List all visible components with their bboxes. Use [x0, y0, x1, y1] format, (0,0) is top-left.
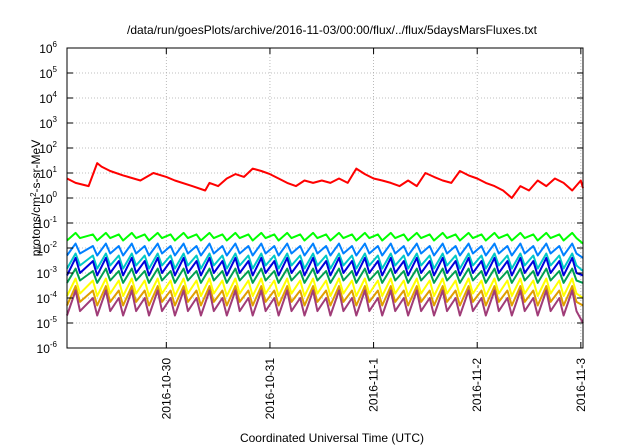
y-tick-exponent: 4	[53, 90, 58, 99]
series-line	[66, 256, 584, 277]
y-tick-base: 10	[37, 242, 51, 256]
y-tick-base: 10	[39, 142, 53, 156]
y-tick-base: 10	[37, 317, 51, 331]
y-tick-label: 104	[39, 90, 57, 106]
y-tick-exponent: -6	[50, 340, 58, 349]
y-tick-base: 10	[37, 292, 51, 306]
y-tick-base: 10	[39, 42, 53, 56]
series-line	[66, 231, 584, 245]
y-tick-exponent: 1	[53, 165, 58, 174]
y-tick-exponent: 2	[53, 140, 58, 149]
x-tick-label: 2016-11-1	[367, 358, 381, 412]
y-tick-base: 10	[37, 342, 51, 356]
y-tick-exponent: 6	[53, 40, 58, 49]
y-tick-label: 10-2	[37, 240, 58, 256]
x-tick-label: 2016-10-31	[263, 358, 277, 420]
y-tick-exponent: -1	[50, 215, 58, 224]
y-tick-exponent: 5	[53, 65, 58, 74]
series-line	[66, 267, 584, 284]
x-tick-label: 2016-10-30	[159, 358, 173, 420]
y-tick-label: 102	[39, 140, 57, 156]
y-tick-base: 10	[39, 67, 53, 81]
y-tick-base: 10	[37, 217, 51, 231]
y-tick-exponent: -4	[50, 290, 58, 299]
y-tick-base: 10	[39, 92, 53, 106]
chart-title: /data/run/goesPlots/archive/2016-11-03/0…	[127, 23, 538, 37]
series-line	[66, 162, 584, 199]
y-tick-exponent: 3	[53, 115, 58, 124]
y-tick-exponent: -5	[50, 315, 58, 324]
y-tick-exponent: -3	[50, 265, 58, 274]
y-axis-label-suffix: -s-sr-MeV	[29, 140, 43, 193]
y-tick-base: 10	[39, 167, 53, 181]
series-line	[66, 285, 584, 307]
y-tick-label: 105	[39, 65, 57, 81]
data-series	[66, 162, 584, 324]
y-tick-label: 10-5	[37, 315, 58, 331]
series-line	[66, 277, 584, 299]
y-tick-base: 10	[39, 117, 53, 131]
y-tick-label: 10-4	[37, 290, 58, 306]
y-tick-exponent: 0	[53, 190, 58, 199]
y-tick-base: 10	[37, 267, 51, 281]
y-tick-exponent: -2	[50, 240, 58, 249]
y-tick-label: 103	[39, 115, 57, 131]
y-tick-label: 100	[39, 190, 57, 206]
axis-ticks: 10-610-510-410-310-210-11001011021031041…	[37, 40, 588, 419]
y-tick-label: 10-6	[37, 340, 58, 356]
y-axis-label: protons/cm2-s-sr-MeV	[29, 140, 44, 256]
x-tick-label: 2016-11-2	[470, 358, 484, 412]
y-tick-label: 10-1	[37, 215, 58, 231]
y-tick-label: 101	[39, 165, 57, 181]
y-axis-label-prefix: protons/cm	[29, 197, 43, 256]
x-tick-label: 2016-11-3	[574, 358, 588, 412]
series-line	[66, 289, 584, 324]
y-tick-base: 10	[39, 192, 53, 206]
series-line	[66, 252, 584, 272]
y-tick-label: 106	[39, 40, 57, 56]
series-line	[66, 242, 584, 259]
y-axis-label-sup: 2	[29, 192, 38, 197]
y-tick-label: 10-3	[37, 265, 58, 281]
x-axis-label: Coordinated Universal Time (UTC)	[240, 431, 424, 445]
